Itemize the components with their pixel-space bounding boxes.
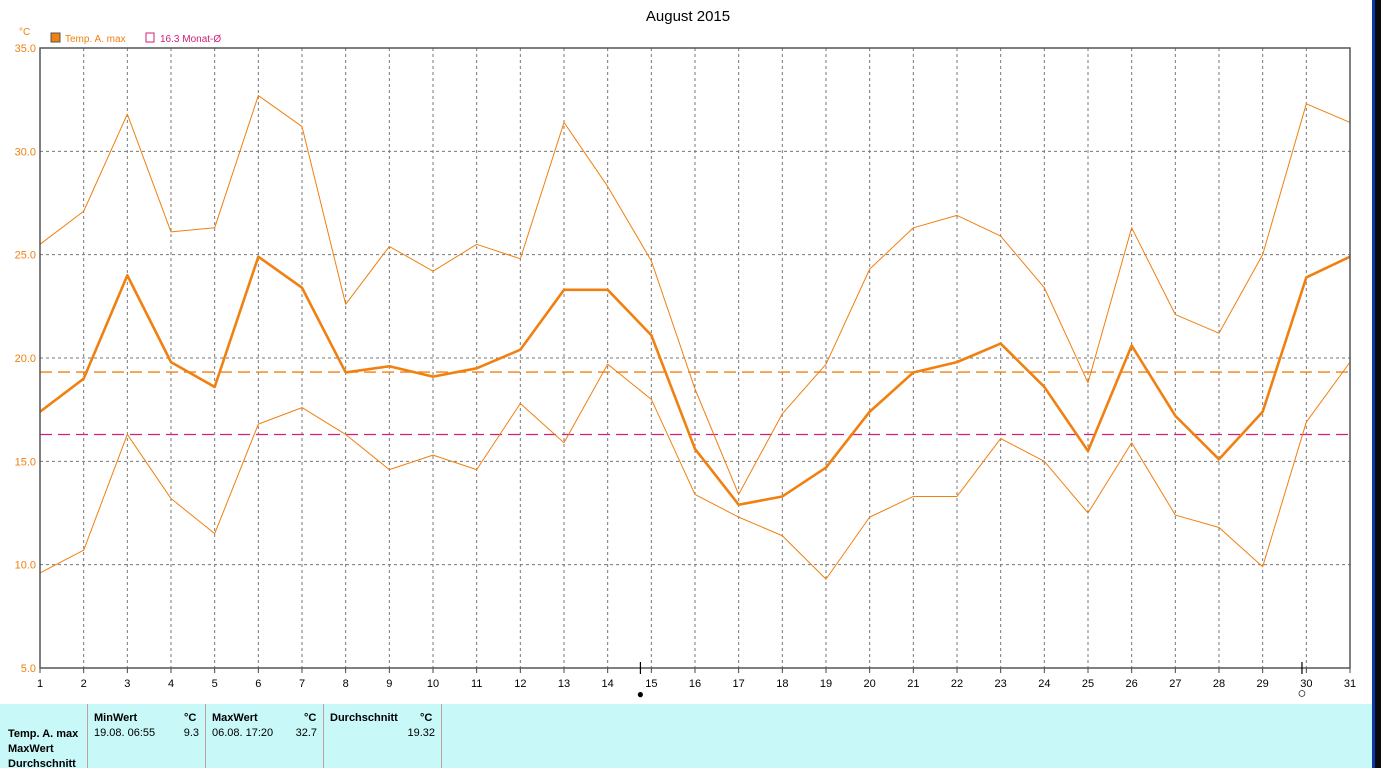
y-tick-label: 10.0 — [15, 560, 36, 572]
stats-min-column: MinWert °C 19.08. 06:55 9.3 — [88, 704, 206, 768]
max-value: 32.7 — [295, 727, 317, 739]
avg-value: 19.32 — [407, 727, 435, 739]
x-tick-label: 5 — [212, 678, 218, 690]
temperature-chart: 1 2 3 4 5 6 7 8 9 10 11 12 13 14 15 16 17 18 19 20 21 22 23 24 2… — [15, 8, 1357, 702]
reference-lines — [40, 371, 1350, 436]
x-tick-label: 11 — [471, 678, 482, 690]
x-tick-label: 9 — [386, 678, 392, 690]
x-tick-label: 8 — [343, 678, 349, 690]
x-tick-label: 17 — [733, 678, 745, 690]
x-tick-label: 7 — [299, 678, 305, 690]
x-tick-label: 18 — [776, 678, 788, 690]
y-tick-label: 30.0 — [15, 146, 36, 158]
stats-max-column: MaxWert °C 06.08. 17:20 32.7 — [206, 704, 324, 768]
x-tick-label: 19 — [820, 678, 832, 690]
x-tick-label: 13 — [558, 678, 570, 690]
y-axis-unit: °C — [19, 27, 30, 38]
avg-header: Durchschnitt — [330, 712, 398, 724]
y-tick-label: 25.0 — [15, 250, 36, 262]
max-unit: °C — [304, 712, 317, 724]
legend: Temp. A. max 16.3 Monat-Ø — [50, 32, 221, 45]
x-tick-label: 20 — [864, 678, 876, 690]
x-tick-label: 25 — [1082, 678, 1094, 690]
x-tick-label: 1 — [37, 678, 43, 690]
x-tick-label: 30 — [1300, 678, 1312, 690]
chart-axes — [39, 47, 1351, 673]
x-tick-label: 15 — [645, 678, 657, 690]
x-tick-label: 2 — [81, 678, 87, 690]
stats-label-column: Temp. A. max MaxWert Durchschnitt — [0, 704, 88, 770]
y-tick-label: 35.0 — [15, 43, 36, 55]
min-value: 9.3 — [183, 727, 199, 739]
series-line-upper — [39, 95, 1351, 495]
chart-title: August 2015 — [646, 8, 730, 25]
legend-swatch-avg — [145, 32, 155, 43]
max-header: MaxWert — [212, 712, 258, 724]
moon-phase-markers: ● ○ — [637, 662, 1306, 702]
x-tick-label: 3 — [124, 678, 130, 690]
x-tick-label: 27 — [1169, 678, 1181, 690]
chart-grid — [40, 48, 1350, 668]
min-unit: °C — [184, 712, 197, 724]
plot-frame — [39, 47, 1351, 669]
x-tick-label: 31 — [1344, 678, 1356, 690]
series-line-lower — [39, 361, 1351, 580]
x-tick-label: 23 — [995, 678, 1007, 690]
series-line-mean — [39, 255, 1351, 507]
y-tick-label: 15.0 — [15, 456, 36, 468]
legend-swatch-max — [50, 32, 61, 43]
y-tick-label: 5.0 — [21, 663, 36, 675]
min-datetime: 19.08. 06:55 — [94, 727, 156, 739]
full-moon-icon: ○ — [1297, 685, 1306, 702]
legend-label-avg: 16.3 Monat-Ø — [160, 34, 221, 45]
tick-labels: 1 2 3 4 5 6 7 8 9 10 11 12 13 14 15 16 17 18 19 20 21 22 23 24 2… — [15, 43, 1357, 690]
x-tick-label: 16 — [689, 678, 701, 690]
x-tick-label: 12 — [514, 678, 526, 690]
x-tick-label: 26 — [1126, 678, 1138, 690]
avg-unit: °C — [420, 712, 433, 724]
max-datetime: 06.08. 17:20 — [212, 727, 274, 739]
x-tick-label: 29 — [1257, 678, 1269, 690]
stats-avg-column: Durchschnitt °C 19.32 — [324, 704, 442, 768]
y-tick-label: 20.0 — [15, 353, 36, 365]
x-tick-label: 24 — [1038, 678, 1050, 690]
window-edge — [1372, 0, 1381, 768]
stats-panel: Temp. A. max MaxWert Durchschnitt MinWer… — [0, 704, 1372, 770]
row-label-temp: Temp. A. max — [8, 728, 79, 740]
x-tick-label: 6 — [255, 678, 261, 690]
x-tick-label: 21 — [907, 678, 919, 690]
series-lines — [39, 95, 1351, 580]
legend-label-max: Temp. A. max — [65, 34, 126, 45]
row-label-avg: Durchschnitt — [8, 758, 76, 770]
x-tick-label: 22 — [951, 678, 963, 690]
x-tick-label: 4 — [168, 678, 174, 690]
new-moon-icon: ● — [637, 687, 644, 701]
min-header: MinWert — [94, 712, 138, 724]
x-tick-label: 28 — [1213, 678, 1225, 690]
x-tick-label: 14 — [602, 678, 614, 690]
x-tick-label: 10 — [427, 678, 439, 690]
row-label-max: MaxWert — [8, 743, 54, 755]
